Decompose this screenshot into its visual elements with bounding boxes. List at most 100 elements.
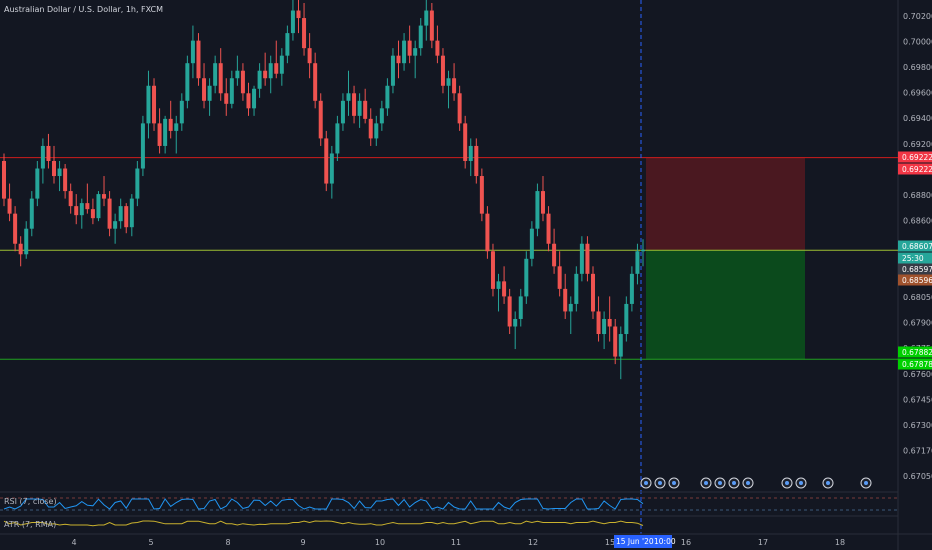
candle-body <box>79 203 84 216</box>
event-icon-dot <box>826 481 830 485</box>
x-tick-label: 18 <box>835 538 845 547</box>
candle-body <box>135 168 140 199</box>
candle-body <box>57 168 62 177</box>
candle-body <box>468 145 473 161</box>
candle-body <box>52 160 57 177</box>
candle-body <box>418 25 423 49</box>
price-tag[interactable] <box>898 252 932 264</box>
candle-body <box>352 93 357 116</box>
candle-body <box>302 18 307 49</box>
x-tick-label: 16 <box>681 538 691 547</box>
price-tag[interactable] <box>898 263 932 275</box>
candle-body <box>213 63 218 86</box>
candle-body <box>524 258 529 297</box>
candle-body <box>313 63 318 101</box>
candle-body <box>179 100 184 124</box>
candle-body <box>635 251 640 274</box>
candle-body <box>368 118 373 139</box>
candle-body <box>557 266 562 289</box>
candle-body <box>357 100 362 116</box>
x-tick-label: 11 <box>451 538 461 547</box>
x-tick-label: 9 <box>300 538 305 547</box>
event-icon-dot <box>672 481 676 485</box>
price-tag[interactable] <box>898 358 932 370</box>
candle-body <box>624 303 629 335</box>
candle-body <box>429 10 434 41</box>
candle-body <box>346 93 351 101</box>
cursor-time-label: 10:00 <box>654 537 676 546</box>
x-tick-label: 15 <box>605 538 615 547</box>
candle-body <box>140 123 145 169</box>
candle-body <box>607 318 612 327</box>
candle-body <box>268 63 273 79</box>
candle-body <box>224 93 229 104</box>
event-icon-dot <box>785 481 789 485</box>
candle-body <box>535 191 540 229</box>
x-tick-label: 4 <box>71 538 76 547</box>
candle-body <box>379 108 384 124</box>
candle-body <box>90 209 95 219</box>
candle-body <box>18 243 23 255</box>
event-icon-dot <box>718 481 722 485</box>
candle-body <box>46 145 51 161</box>
candle-body <box>496 281 501 289</box>
atr-label[interactable]: ATR (7, RMA) <box>4 520 56 529</box>
candle-body <box>396 55 401 64</box>
candle-body <box>613 326 618 357</box>
event-icon-dot <box>864 481 868 485</box>
event-icon-dot <box>704 481 708 485</box>
candle-body <box>124 206 129 228</box>
candle-body <box>29 198 34 229</box>
x-tick-label: 17 <box>758 538 768 547</box>
price-tag[interactable] <box>898 151 932 163</box>
candle-body <box>474 145 479 177</box>
candle-body <box>229 78 234 104</box>
candle-body <box>174 123 179 131</box>
candle-body <box>168 118 173 131</box>
price-tag[interactable] <box>898 240 932 252</box>
price-tag-label: 0.67882 <box>902 348 932 357</box>
rsi-label[interactable]: RSI (7, close) <box>4 497 57 506</box>
candle-body <box>63 168 68 192</box>
rsi-line <box>3 498 644 510</box>
take-profit-zone[interactable] <box>646 250 805 360</box>
price-tag[interactable] <box>898 346 932 358</box>
candle-body <box>374 123 379 139</box>
candle-body <box>574 273 579 304</box>
event-icon-dot <box>658 481 662 485</box>
cursor-time-label-bg <box>614 535 672 548</box>
candle-body <box>74 206 79 216</box>
candle-body <box>602 318 607 335</box>
candle-body <box>552 243 557 267</box>
stop-loss-zone[interactable] <box>646 157 805 251</box>
candle-body <box>218 63 223 94</box>
candle-body <box>457 93 462 124</box>
x-tick-label: 5 <box>148 538 153 547</box>
price-tag[interactable] <box>898 163 932 175</box>
candle-body <box>146 85 151 124</box>
price-tag-label: 0.68596 <box>902 276 932 285</box>
chart-title: Australian Dollar / U.S. Dollar, 1h, FXC… <box>4 5 163 14</box>
candle-body <box>240 70 245 94</box>
event-icon-dot <box>732 481 736 485</box>
candle-body <box>596 311 601 335</box>
candle-body <box>479 176 484 214</box>
candle-body <box>568 303 573 312</box>
price-tag[interactable] <box>898 274 932 286</box>
candle-body <box>107 198 112 229</box>
x-tick-label: 10 <box>375 538 385 547</box>
candle-body <box>207 85 212 101</box>
candle-body <box>518 296 523 319</box>
candle-body <box>163 118 168 146</box>
candle-body <box>363 100 368 119</box>
candle-body <box>96 194 101 219</box>
